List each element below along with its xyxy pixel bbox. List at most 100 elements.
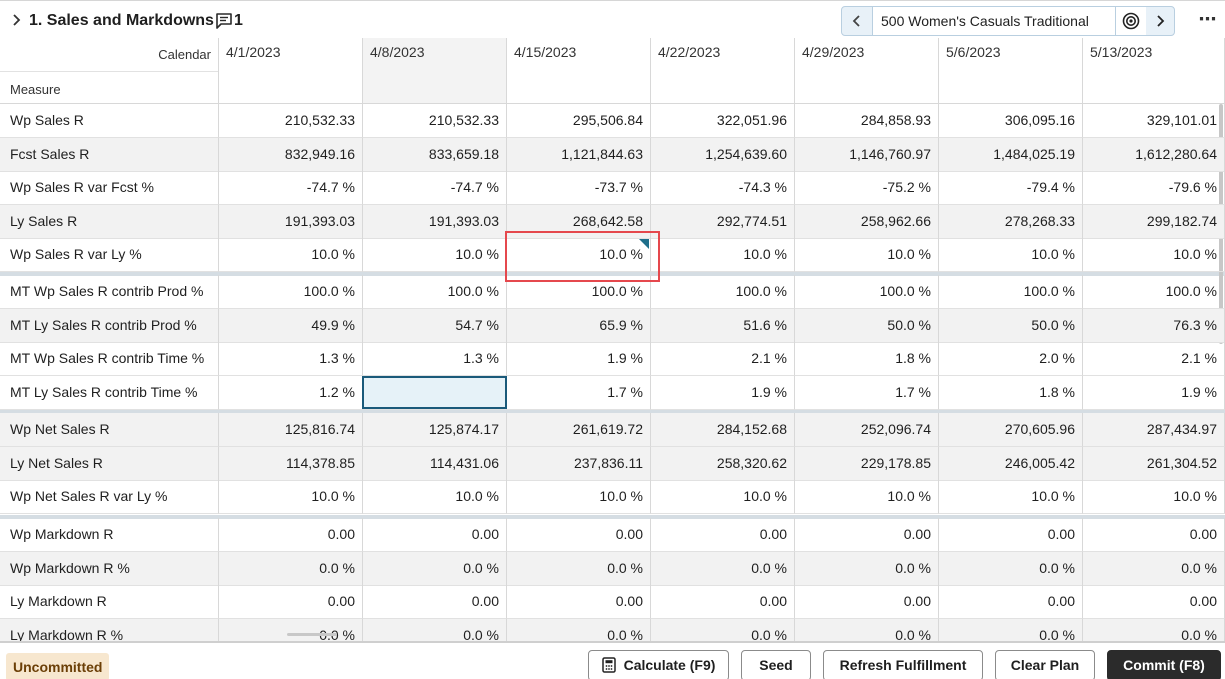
grid-cell[interactable]: 229,178.85 xyxy=(795,447,939,481)
measure-label[interactable]: MT Wp Sales R contrib Prod % xyxy=(0,275,219,309)
grid-cell[interactable]: 10.0 % xyxy=(939,480,1083,514)
grid-cell[interactable]: 51.6 % xyxy=(651,309,795,343)
grid-cell[interactable]: 0.00 xyxy=(1083,518,1225,552)
grid-cell[interactable]: 191,393.03 xyxy=(363,205,507,239)
grid-cell[interactable]: 10.0 % xyxy=(939,238,1083,272)
grid-cell[interactable]: 252,096.74 xyxy=(795,413,939,447)
grid-cell[interactable]: 100.0 % xyxy=(363,275,507,309)
grid-cell[interactable]: -74.7 % xyxy=(363,171,507,205)
grid-cell[interactable]: 10.0 % xyxy=(795,480,939,514)
grid-cell[interactable]: 1.9 % xyxy=(507,342,651,376)
grid-cell[interactable]: 210,532.33 xyxy=(363,104,507,138)
grid-cell[interactable]: 49.9 % xyxy=(219,309,363,343)
context-label[interactable]: 500 Women's Casuals Traditional xyxy=(872,7,1116,35)
grid-cell[interactable]: 10.0 % xyxy=(1083,238,1225,272)
grid-cell[interactable]: 125,816.74 xyxy=(219,413,363,447)
grid-cell[interactable]: 246,005.42 xyxy=(939,447,1083,481)
date-header[interactable]: 4/1/2023 xyxy=(219,38,363,104)
grid-cell[interactable]: 0.00 xyxy=(651,585,795,619)
grid-cell[interactable]: 0.00 xyxy=(795,518,939,552)
grid-cell[interactable]: 100.0 % xyxy=(507,275,651,309)
grid-cell[interactable]: -75.2 % xyxy=(795,171,939,205)
grid-cell[interactable]: 0.0 % xyxy=(507,552,651,586)
measure-label[interactable]: Ly Sales R xyxy=(0,205,219,239)
grid-cell[interactable]: 1.8 % xyxy=(795,342,939,376)
grid-cell[interactable]: 100.0 % xyxy=(651,275,795,309)
measure-label[interactable]: MT Wp Sales R contrib Time % xyxy=(0,342,219,376)
grid-cell[interactable]: 125,874.17 xyxy=(363,413,507,447)
grid-cell[interactable]: 100.0 % xyxy=(1083,275,1225,309)
grid-cell[interactable]: 0.0 % xyxy=(219,619,363,641)
grid-cell[interactable]: 10.0 % xyxy=(795,238,939,272)
grid-cell[interactable]: 258,320.62 xyxy=(651,447,795,481)
calendar-dimension-label[interactable]: Calendar xyxy=(158,47,211,62)
grid-cell[interactable]: 0.0 % xyxy=(363,619,507,641)
grid-cell[interactable]: 295,506.84 xyxy=(507,104,651,138)
measure-label[interactable]: Wp Sales R var Ly % xyxy=(0,238,219,272)
grid-cell[interactable]: 284,152.68 xyxy=(651,413,795,447)
measure-label[interactable]: Ly Markdown R xyxy=(0,585,219,619)
grid-cell[interactable]: 0.00 xyxy=(1083,585,1225,619)
grid-cell[interactable]: 10.0 % xyxy=(651,238,795,272)
grid-cell[interactable]: 2.1 % xyxy=(1083,342,1225,376)
grid-cell[interactable]: 76.3 % xyxy=(1083,309,1225,343)
grid-cell[interactable]: 306,095.16 xyxy=(939,104,1083,138)
date-header[interactable]: 5/6/2023 xyxy=(939,38,1083,104)
seed-button[interactable]: Seed xyxy=(741,650,811,679)
grid-cell[interactable]: 1,254,639.60 xyxy=(651,138,795,172)
grid-cell[interactable]: 0.0 % xyxy=(1083,619,1225,641)
grid-cell[interactable]: 0.00 xyxy=(363,518,507,552)
grid-cell[interactable]: 1.7 % xyxy=(507,376,651,410)
grid-cell[interactable]: 0.00 xyxy=(363,585,507,619)
clear-plan-button[interactable]: Clear Plan xyxy=(995,650,1095,679)
grid-cell[interactable]: 0.00 xyxy=(219,585,363,619)
measure-dimension-label[interactable]: Measure xyxy=(10,82,61,97)
grid-cell[interactable]: 0.0 % xyxy=(507,619,651,641)
chevron-left-icon[interactable] xyxy=(842,7,872,35)
refresh-fulfillment-button[interactable]: Refresh Fulfillment xyxy=(823,650,983,679)
measure-label[interactable]: Wp Sales R xyxy=(0,104,219,138)
grid-cell[interactable]: 10.0 % xyxy=(507,480,651,514)
grid-cell[interactable]: 100.0 % xyxy=(219,275,363,309)
grid-cell[interactable]: -73.7 % xyxy=(507,171,651,205)
measure-label[interactable]: Ly Net Sales R xyxy=(0,447,219,481)
grid-cell[interactable]: 114,378.85 xyxy=(219,447,363,481)
grid-cell[interactable]: -79.4 % xyxy=(939,171,1083,205)
grid-cell[interactable]: 1.7 % xyxy=(795,376,939,410)
grid-cell[interactable]: 191,393.03 xyxy=(219,205,363,239)
grid-cell[interactable]: 833,659.18 xyxy=(363,138,507,172)
measure-label[interactable]: Ly Markdown R % xyxy=(0,619,219,641)
grid-cell[interactable]: 1,612,280.64 xyxy=(1083,138,1225,172)
grid-cell[interactable]: 1,484,025.19 xyxy=(939,138,1083,172)
grid-cell[interactable]: 287,434.97 xyxy=(1083,413,1225,447)
grid-cell[interactable]: 10.0 % xyxy=(219,238,363,272)
date-header[interactable]: 4/15/2023 xyxy=(507,38,651,104)
measure-label[interactable]: Wp Markdown R xyxy=(0,518,219,552)
grid-cell[interactable]: 10.0 % xyxy=(363,480,507,514)
chevron-right-icon[interactable] xyxy=(1146,7,1174,35)
grid-cell[interactable]: 1.9 % xyxy=(651,376,795,410)
grid-cell[interactable]: -74.7 % xyxy=(219,171,363,205)
grid-cell[interactable]: 258,962.66 xyxy=(795,205,939,239)
grid-cell[interactable]: 0.00 xyxy=(219,518,363,552)
calculate-button[interactable]: Calculate (F9) xyxy=(588,650,729,679)
more-icon[interactable]: ⋯ xyxy=(1198,9,1218,29)
grid-cell[interactable]: 284,858.93 xyxy=(795,104,939,138)
grid-cell[interactable]: 50.0 % xyxy=(939,309,1083,343)
grid-cell[interactable]: 10.0 % xyxy=(507,238,651,272)
date-header[interactable]: 5/13/2023 xyxy=(1083,38,1225,104)
grid-cell[interactable]: -74.3 % xyxy=(651,171,795,205)
measure-label[interactable]: MT Ly Sales R contrib Prod % xyxy=(0,309,219,343)
measure-label[interactable]: Fcst Sales R xyxy=(0,138,219,172)
grid-cell[interactable]: 0.0 % xyxy=(1083,552,1225,586)
grid-cell[interactable]: 261,619.72 xyxy=(507,413,651,447)
grid-cell[interactable]: 65.9 % xyxy=(507,309,651,343)
measure-label[interactable]: MT Ly Sales R contrib Time % xyxy=(0,376,219,410)
grid-cell[interactable]: 10.0 % xyxy=(651,480,795,514)
grid-cell[interactable]: 329,101.01 xyxy=(1083,104,1225,138)
date-header[interactable]: 4/22/2023 xyxy=(651,38,795,104)
grid-cell[interactable]: 1,121,844.63 xyxy=(507,138,651,172)
grid-cell[interactable]: 1.8 % xyxy=(939,376,1083,410)
grid-cell[interactable]: 0.0 % xyxy=(939,619,1083,641)
grid-cell[interactable]: 50.0 % xyxy=(795,309,939,343)
